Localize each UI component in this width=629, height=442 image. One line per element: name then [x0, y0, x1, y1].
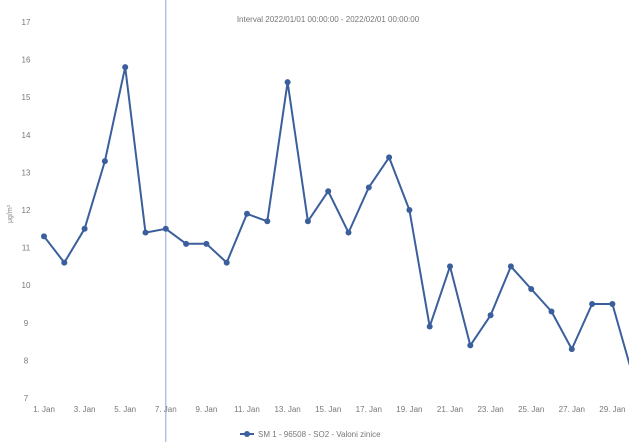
- data-point[interactable]: [61, 259, 68, 266]
- data-point[interactable]: [568, 346, 575, 353]
- x-tick-label: 17. Jan: [356, 405, 382, 414]
- data-point[interactable]: [386, 154, 393, 161]
- series-group: [41, 64, 629, 367]
- data-point[interactable]: [244, 210, 250, 217]
- y-tick-label: 15: [22, 93, 31, 102]
- x-tick-label: 21. Jan: [437, 405, 463, 414]
- x-tick-label: 9. Jan: [196, 405, 218, 414]
- y-tick-label: 8: [24, 356, 29, 365]
- x-tick-label: 19. Jan: [396, 405, 422, 414]
- x-tick-label: 3. Jan: [74, 405, 96, 414]
- x-tick-label: 15. Jan: [315, 405, 341, 414]
- data-point[interactable]: [41, 233, 47, 240]
- x-tick-label: 27. Jan: [559, 405, 585, 414]
- y-tick-label: 9: [24, 319, 29, 328]
- data-point[interactable]: [101, 158, 108, 165]
- data-point[interactable]: [426, 323, 433, 330]
- data-point[interactable]: [223, 259, 230, 266]
- data-point[interactable]: [447, 263, 453, 270]
- data-point[interactable]: [548, 308, 555, 315]
- data-point[interactable]: [203, 240, 210, 247]
- data-point[interactable]: [365, 184, 372, 191]
- legend-label: SM 1 - 96508 - SO2 - Valoni zinice: [258, 430, 381, 439]
- y-tick-label: 16: [22, 56, 31, 65]
- y-tick-label: 10: [22, 281, 31, 290]
- x-tick-label: 11. Jan: [234, 405, 260, 414]
- data-point[interactable]: [183, 240, 190, 247]
- x-tick-label: 5. Jan: [114, 405, 136, 414]
- x-tick-label: 23. Jan: [477, 405, 503, 414]
- series-line: [43, 66, 629, 367]
- y-tick-label: 7: [24, 394, 29, 403]
- x-tick-label: 25. Jan: [518, 405, 544, 414]
- chart-title: Interval 2022/01/01 00:00:00 - 2022/02/0…: [237, 15, 420, 24]
- x-axis-ticks: 1. Jan 3. Jan 5. Jan 7. Jan 9. Jan 11. Jan 13.…: [33, 405, 625, 414]
- data-point[interactable]: [264, 218, 271, 225]
- data-point[interactable]: [325, 188, 332, 195]
- data-point[interactable]: [487, 312, 494, 319]
- y-tick-label: 14: [22, 131, 31, 140]
- data-point[interactable]: [528, 285, 535, 292]
- y-tick-label: 11: [22, 244, 31, 253]
- x-tick-label: 13. Jan: [274, 405, 300, 414]
- data-point[interactable]: [589, 301, 596, 307]
- y-tick-label: 12: [22, 206, 31, 215]
- data-point[interactable]: [122, 64, 129, 71]
- data-point[interactable]: [345, 229, 352, 236]
- data-point[interactable]: [609, 301, 616, 307]
- data-point[interactable]: [142, 229, 149, 236]
- legend[interactable]: SM 1 - 96508 - SO2 - Valoni zinice: [240, 430, 381, 439]
- y-tick-label: 13: [22, 168, 31, 177]
- y-axis-ticks: 7 8 9 10 11 12 13 14 15 16 17: [22, 18, 31, 403]
- x-tick-label: 1. Jan: [33, 405, 55, 414]
- data-point[interactable]: [81, 225, 88, 232]
- data-point[interactable]: [507, 263, 514, 270]
- y-tick-label: 17: [22, 18, 31, 27]
- y-axis-label: μg/m³: [7, 204, 14, 223]
- data-point[interactable]: [162, 225, 169, 232]
- data-point[interactable]: [406, 207, 413, 213]
- legend-marker: [244, 431, 250, 437]
- data-point[interactable]: [284, 79, 291, 86]
- data-point[interactable]: [304, 218, 311, 225]
- data-point[interactable]: [467, 342, 474, 349]
- x-tick-label: 29. Jan: [599, 405, 625, 414]
